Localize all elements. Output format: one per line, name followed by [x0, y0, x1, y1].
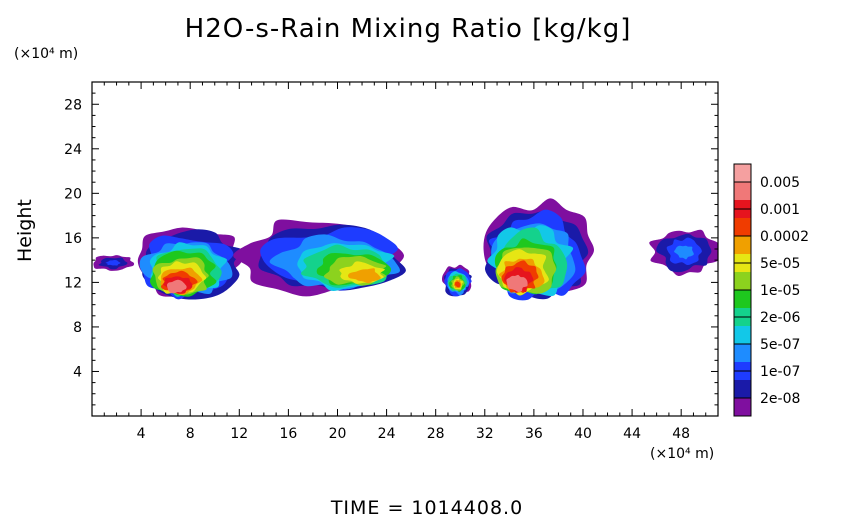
- contour-cell-B: [348, 268, 381, 284]
- x-axis-unit: (×10⁴ m): [650, 446, 715, 462]
- x-tick-label: 12: [230, 426, 248, 442]
- y-tick-label: 28: [64, 97, 82, 113]
- colorbar-label: 5e-07: [760, 337, 800, 353]
- colorbar-swatch: [734, 344, 751, 362]
- colorbar-label: 0.001: [760, 202, 800, 218]
- colorbar-swatch: [734, 290, 751, 308]
- chart-title: H2O-s-Rain Mixing Ratio [kg/kg]: [184, 14, 632, 44]
- y-tick-label: 8: [73, 320, 82, 336]
- colorbar-swatch: [734, 380, 751, 398]
- x-tick-label: 28: [427, 426, 445, 442]
- contour-cell-C: [454, 281, 461, 288]
- colorbar-label: 1e-05: [760, 283, 800, 299]
- colorbar-swatch: [734, 398, 751, 416]
- colorbar-label: 2e-08: [760, 391, 800, 407]
- colorbar-swatch: [734, 164, 751, 182]
- x-tick-label: 32: [476, 426, 494, 442]
- x-tick-label: 44: [623, 426, 641, 442]
- colorbar-label: 5e-05: [760, 256, 800, 272]
- contour-cell-A: [166, 279, 187, 294]
- colorbar-swatch: [734, 272, 751, 290]
- colorbar-swatch: [734, 236, 751, 254]
- colorbar-swatch: [734, 182, 751, 200]
- colorbar-swatch: [734, 326, 751, 344]
- colorbar-legend: 0.005 0.001 0.0002 5e-05 1e-05 2e-06 5e-07 1e-0…: [733, 163, 809, 417]
- colorbar-label: 0.0002: [760, 229, 809, 245]
- contour-west-edge: [105, 260, 121, 266]
- x-tick-label: 40: [574, 426, 592, 442]
- y-axis-unit: (×10⁴ m): [14, 46, 79, 62]
- x-tick-label: 8: [186, 426, 195, 442]
- x-tick-label: 24: [378, 426, 396, 442]
- x-tick-label: 48: [672, 426, 690, 442]
- colorbar-label: 1e-07: [760, 364, 800, 380]
- colorbar-label: 0.005: [760, 175, 800, 191]
- x-tick-label: 16: [279, 426, 297, 442]
- contour-cell-D: [506, 274, 528, 293]
- contour-east-fragments: [674, 245, 694, 260]
- x-tick-label: 20: [329, 426, 347, 442]
- y-tick-label: 24: [64, 142, 82, 158]
- x-tick-label: 4: [137, 426, 146, 442]
- time-label: TIME = 1014408.0: [330, 497, 524, 519]
- y-tick-label: 4: [73, 364, 82, 380]
- y-tick-label: 16: [64, 231, 82, 247]
- colorbar-label: 2e-06: [760, 310, 800, 326]
- colorbar-swatch: [734, 218, 751, 236]
- y-tick-label: 12: [64, 275, 82, 291]
- y-tick-label: 20: [64, 186, 82, 202]
- contour-field: [93, 198, 718, 301]
- x-tick-label: 36: [525, 426, 543, 442]
